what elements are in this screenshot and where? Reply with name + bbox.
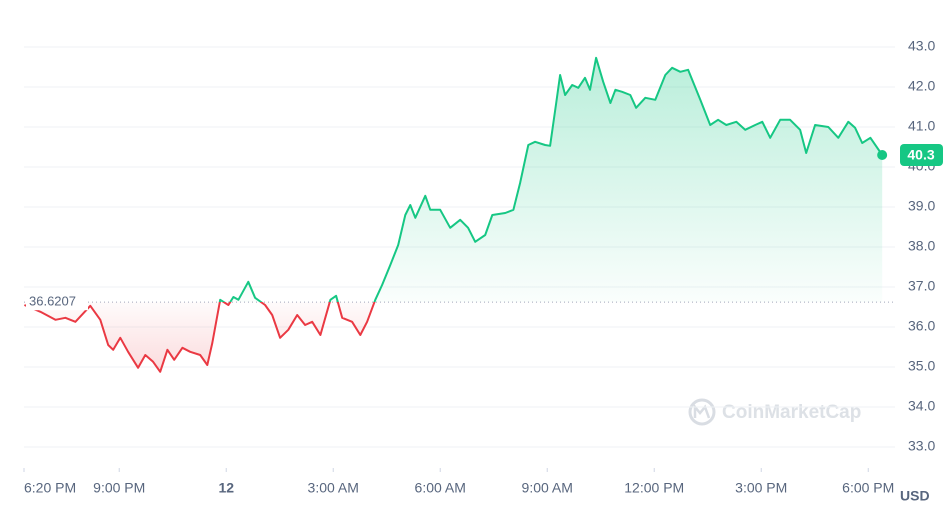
watermark: CoinMarketCap: [688, 398, 861, 426]
watermark-logo: [688, 398, 716, 426]
y-tick-label: 33.0: [908, 438, 935, 454]
y-tick-label: 34.0: [908, 398, 935, 414]
x-tick-label: 6:00 AM: [415, 480, 466, 496]
last-price-badge: [900, 144, 943, 166]
x-tick-label: 9:00 PM: [93, 480, 145, 496]
y-tick-label: 37.0: [908, 278, 935, 294]
x-tick-label: 3:00 PM: [735, 480, 787, 496]
watermark-logo-mark: [693, 403, 711, 419]
y-tick-label: 41.0: [908, 118, 935, 134]
watermark-text: CoinMarketCap: [722, 402, 861, 423]
x-tick-label: 6:20 PM: [24, 480, 76, 496]
x-tick-label: 12: [218, 480, 234, 496]
y-tick-label: 35.0: [908, 358, 935, 374]
y-tick-label: 38.0: [908, 238, 935, 254]
currency-label: USD: [900, 488, 930, 504]
baseline-label: 36.6207: [29, 294, 76, 309]
y-tick-label: 43.0: [908, 38, 935, 54]
x-tick-label: 12:00 PM: [624, 480, 684, 496]
x-tick-label: 6:00 PM: [842, 480, 894, 496]
x-tick-label: 3:00 AM: [308, 480, 359, 496]
price-line: [24, 56, 884, 373]
x-tick-label: 9:00 AM: [522, 480, 573, 496]
y-tick-label: 42.0: [908, 78, 935, 94]
price-area: [24, 57, 883, 372]
y-tick-label: 39.0: [908, 198, 935, 214]
baseline-label-bg: [26, 292, 88, 311]
y-tick-label: 36.0: [908, 318, 935, 334]
last-price-label: 40.3: [907, 147, 934, 163]
last-point: [877, 150, 888, 160]
